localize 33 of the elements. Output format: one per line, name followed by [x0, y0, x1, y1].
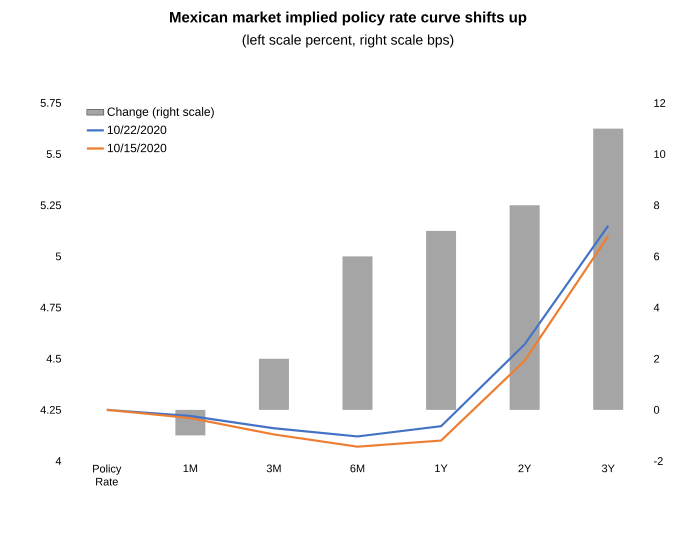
y2-tick-label: 8 [654, 201, 660, 210]
legend-label: Change (right scale) [108, 107, 214, 118]
x-tick-label: 3Y [602, 464, 615, 472]
x-tick-label: 1M [184, 464, 198, 472]
chart-subtitle: (left scale percent, right scale bps) [242, 34, 454, 48]
bar [258, 358, 289, 410]
bar [426, 230, 456, 410]
y-tick-label: 4.25 [40, 406, 62, 414]
y-tick-label: 4.5 [46, 354, 62, 363]
y2-tick-label: 0 [654, 406, 660, 414]
y2-tick-label: 12 [654, 99, 666, 107]
y2-tick-label: -2 [654, 457, 663, 465]
bar [593, 128, 624, 410]
y-tick-label: 5.75 [40, 99, 62, 107]
bar [342, 256, 372, 410]
y2-tick-label: 6 [654, 252, 660, 260]
bar [510, 205, 540, 410]
y2-tick-label: 10 [654, 150, 666, 158]
y-tick-label: 5.25 [40, 201, 62, 210]
y-tick-label: 5 [56, 252, 62, 260]
x-tick-label: 3M [266, 464, 281, 472]
x-tick-label: 6M [350, 464, 364, 472]
y-tick-label: 5.5 [46, 150, 62, 158]
y-tick-label: 4 [56, 457, 62, 465]
x-tick-label: 2Y [518, 464, 532, 472]
y2-tick-label: 4 [654, 304, 660, 312]
x-tick-label: 1Y [435, 464, 448, 472]
chart-title: Mexican market implied policy rate curve shifts up [170, 12, 526, 26]
y2-tick-label: 2 [654, 354, 660, 363]
legend-label: 10/15/2020 [108, 143, 166, 152]
legend-label: 10/22/2020 [108, 125, 166, 134]
y-tick-label: 4.75 [40, 304, 62, 312]
x-tick-label: Policy Rate [93, 464, 122, 486]
